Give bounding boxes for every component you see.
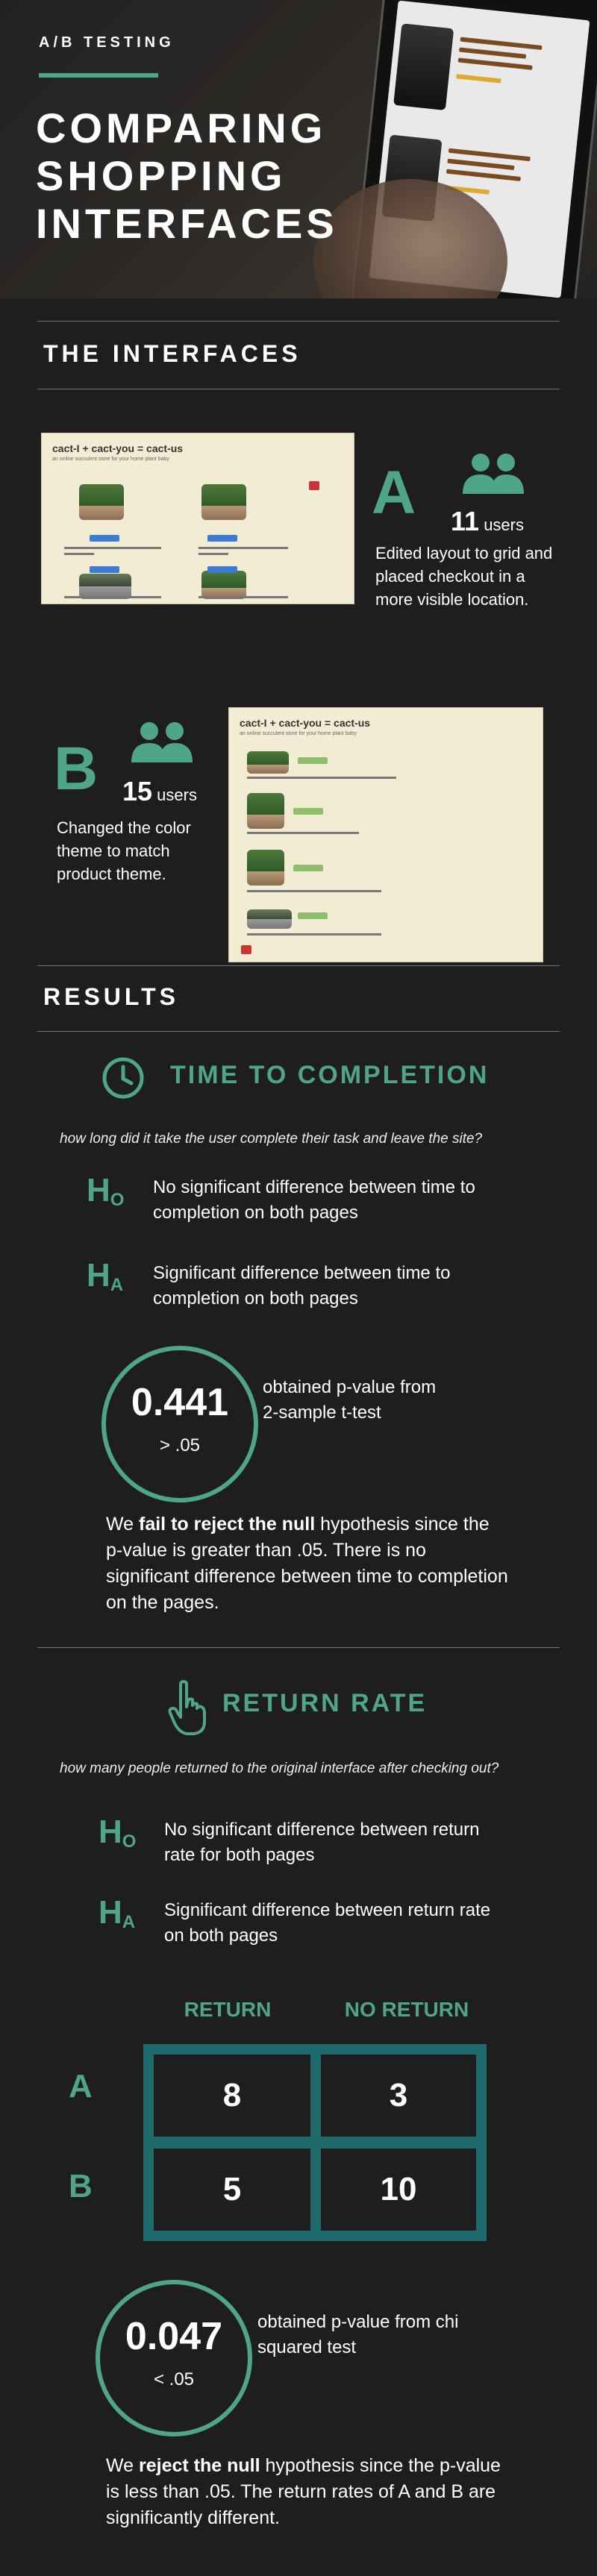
hero-kicker: A/B TESTING <box>39 34 175 51</box>
table-cell: 5 <box>154 2149 310 2231</box>
users-icon <box>131 722 193 762</box>
users-icon <box>463 454 524 494</box>
return-p-note: obtained p-value from chi squared test <box>257 2312 459 2357</box>
return-p-value: 0.047 <box>125 2315 223 2358</box>
table-cell: 3 <box>321 2055 476 2137</box>
table-row-label-a: A <box>69 2068 93 2105</box>
return-question: how many people returned to the original… <box>60 1761 499 1776</box>
ha-symbol: HA <box>87 1257 124 1295</box>
h0-symbol: HO <box>99 1814 137 1852</box>
results-section-title: RESULTS <box>43 983 179 1010</box>
hero-title: COMPARING SHOPPING INTERFACES <box>36 104 338 247</box>
time-p-value: 0.441 <box>131 1381 229 1424</box>
interface-b-letter: B <box>54 735 99 803</box>
time-p-value-ring: 0.441 > .05 <box>101 1346 258 1502</box>
h0-symbol: HO <box>87 1172 125 1210</box>
table-cell: 10 <box>321 2149 476 2231</box>
return-rate-title: RETURN RATE <box>222 1689 428 1717</box>
interface-b-users: 15 users <box>122 776 197 806</box>
table-cell: 8 <box>154 2055 310 2137</box>
interface-b-screenshot: cact-I + cact-you = cact-us an online su… <box>228 707 543 962</box>
ha-symbol: HA <box>99 1894 136 1932</box>
kicker-underline <box>39 73 158 78</box>
interface-a-description: Edited layout to grid and placed checkou… <box>375 544 553 609</box>
time-p-note: obtained p-value from 2-sample t-test <box>263 1377 437 1423</box>
divider <box>37 1647 560 1648</box>
hero-banner <box>0 0 597 298</box>
return-h0-text: No significant difference between return… <box>164 1820 480 1865</box>
interfaces-section-title: THE INTERFACES <box>43 340 301 367</box>
contingency-table: 8 3 5 10 <box>143 2044 487 2241</box>
time-conclusion: We fail to reject the null hypothesis si… <box>106 1514 508 1613</box>
return-p-comparison: < .05 <box>153 2369 195 2389</box>
divider <box>37 1031 560 1032</box>
time-h0-text: No significant difference between time t… <box>153 1177 475 1223</box>
cart-icon <box>241 945 251 954</box>
interface-b-description: Changed the color theme to match product… <box>57 818 191 883</box>
table-col-header-return: RETURN <box>184 1998 272 2021</box>
divider <box>37 965 560 966</box>
screenshot-title: cact-I + cact-you = cact-us <box>52 442 184 454</box>
time-to-completion-title: TIME TO COMPLETION <box>170 1061 490 1089</box>
screenshot-subtitle: an online succulent store for your home … <box>52 457 169 462</box>
return-ha-text: Significant difference between return ra… <box>164 1900 491 1946</box>
table-col-header-no-return: NO RETURN <box>344 1998 469 2021</box>
return-conclusion: We reject the null hypothesis since the … <box>106 2455 501 2528</box>
screenshot-subtitle: an online succulent store for your home … <box>240 731 357 736</box>
time-ha-text: Significant difference between time to c… <box>153 1263 451 1309</box>
table-row-label-b: B <box>69 2168 93 2204</box>
clock-icon <box>102 1057 144 1099</box>
time-p-comparison: > .05 <box>159 1435 201 1455</box>
interface-a-letter: A <box>372 459 416 527</box>
divider <box>37 321 560 322</box>
pointer-hand-icon <box>168 1680 206 1735</box>
cart-icon <box>309 481 319 490</box>
interface-a-screenshot: cact-I + cact-you = cact-us an online su… <box>41 433 354 604</box>
screenshot-title: cact-I + cact-you = cact-us <box>240 717 371 729</box>
time-question: how long did it take the user complete t… <box>60 1131 483 1147</box>
interface-a-users: 11 users <box>451 506 524 536</box>
return-p-value-ring: 0.047 < .05 <box>96 2280 252 2436</box>
